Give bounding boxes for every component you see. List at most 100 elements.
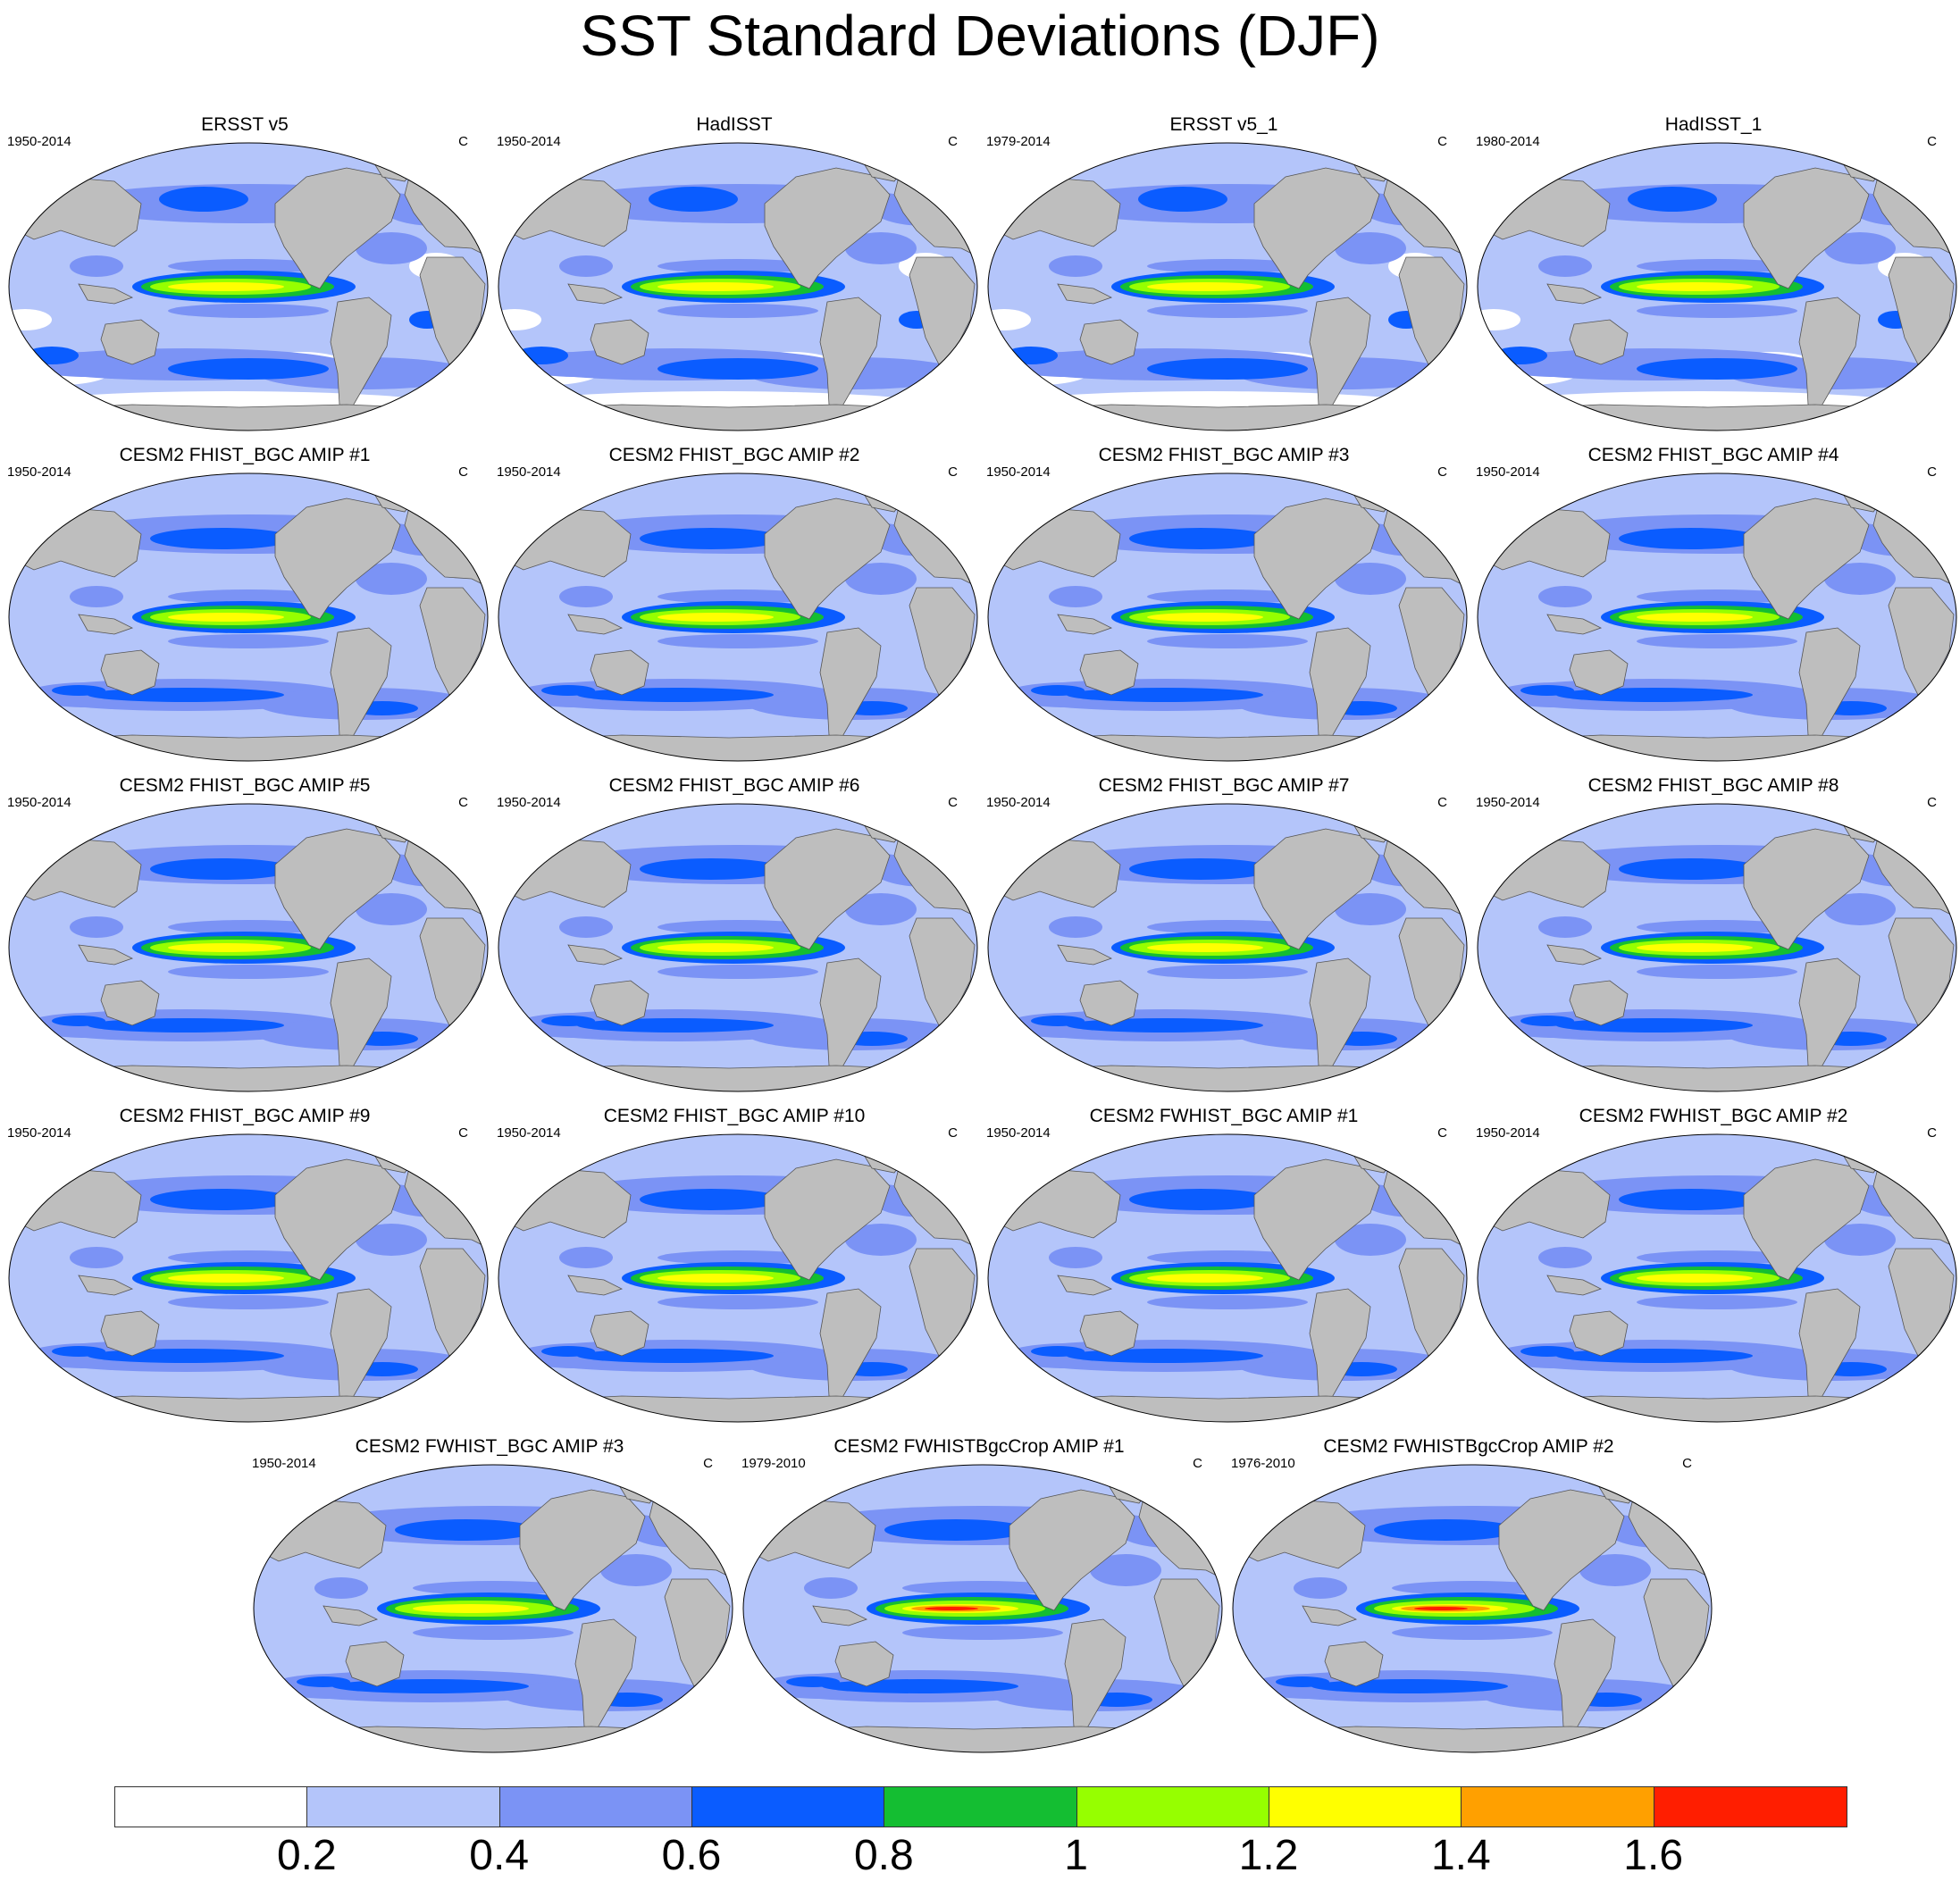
medium-variance-region xyxy=(70,586,123,607)
low-variance-region xyxy=(9,309,52,330)
land-northAmerica xyxy=(1253,167,1380,289)
medium-variance-region xyxy=(413,1626,574,1640)
panel-title: CESM2 FWHIST_BGC AMIP #2 xyxy=(1579,1106,1848,1126)
medium-variance-region xyxy=(845,232,917,264)
map-border xyxy=(8,142,489,431)
panel-unit: C xyxy=(1437,134,1447,149)
medium-variance-region xyxy=(168,965,329,979)
map-panel: CESM2 FHIST_BGC AMIP #10 1950-2014 C xyxy=(490,1106,979,1427)
land-australia xyxy=(1569,980,1629,1026)
land-antarctica xyxy=(531,404,944,431)
medium-variance-region xyxy=(559,255,613,277)
panel-period: 1950-2014 xyxy=(7,464,71,480)
panel-period: 1950-2014 xyxy=(497,795,561,810)
panel-title: CESM2 FHIST_BGC AMIP #1 xyxy=(119,445,371,465)
land-australia xyxy=(1079,649,1139,696)
land-indonesia xyxy=(812,1605,868,1626)
low-variance-region xyxy=(1478,309,1520,330)
land-southAmerica xyxy=(1798,957,1861,1071)
medium-variance-region xyxy=(1335,232,1406,264)
medium-variance-region xyxy=(1824,1224,1896,1256)
land-australia xyxy=(1569,319,1629,365)
high-variance-region xyxy=(884,1519,1027,1541)
world-map xyxy=(8,1133,489,1423)
map-border xyxy=(1477,142,1957,431)
map-panel: CESM2 FHIST_BGC AMIP #6 1950-2014 C xyxy=(490,775,979,1097)
panel-unit: C xyxy=(458,795,468,810)
land-antarctica xyxy=(1510,734,1923,761)
medium-variance-region xyxy=(1335,1224,1406,1256)
land-australia xyxy=(590,319,649,365)
medium-variance-region xyxy=(658,1250,818,1265)
map-panel: CESM2 FWHIST_BGC AMIP #2 1950-2014 C xyxy=(1469,1106,1958,1427)
medium-variance-region xyxy=(1049,916,1102,938)
colorbar-tick-label: 0.4 xyxy=(469,1832,530,1879)
high-variance-region xyxy=(88,688,284,702)
panel-title: CESM2 FHIST_BGC AMIP #4 xyxy=(1587,445,1839,465)
medium-variance-region xyxy=(1147,1250,1308,1265)
colorbar-tick-label: 0.2 xyxy=(276,1832,337,1879)
medium-variance-region xyxy=(658,304,818,318)
high-variance-region xyxy=(1619,858,1762,880)
land-indonesia xyxy=(567,944,624,966)
medium-variance-region xyxy=(168,1250,329,1265)
panel-unit: C xyxy=(1927,464,1937,480)
land-australia xyxy=(1569,649,1629,696)
medium-variance-region xyxy=(845,1224,917,1256)
land-indonesia xyxy=(1057,1275,1113,1296)
medium-variance-region xyxy=(658,589,818,604)
medium-variance-region xyxy=(1335,563,1406,595)
panel-unit: C xyxy=(1437,795,1447,810)
land-indonesia xyxy=(78,944,134,966)
high-variance-region xyxy=(1556,688,1753,702)
land-australia xyxy=(100,980,160,1026)
medium-variance-region xyxy=(1147,259,1308,273)
panel-period: 1950-2014 xyxy=(7,795,71,810)
enso-peak xyxy=(1637,943,1753,952)
land-antarctica xyxy=(41,404,455,431)
high-variance-region xyxy=(1374,1519,1517,1541)
land-antarctica xyxy=(1265,1726,1679,1752)
enso-peak xyxy=(1637,1274,1753,1283)
medium-variance-region xyxy=(356,1224,427,1256)
medium-variance-region xyxy=(70,255,123,277)
panel-unit: C xyxy=(1927,1125,1937,1141)
land-indonesia xyxy=(1546,944,1603,966)
map-border xyxy=(1477,1133,1957,1423)
high-variance-region xyxy=(1129,528,1272,549)
land-southAmerica xyxy=(330,627,392,740)
high-variance-region xyxy=(1276,1676,1329,1687)
panel-title: HadISST xyxy=(696,114,773,135)
enso-peak xyxy=(168,943,284,952)
high-variance-region xyxy=(541,1016,595,1026)
medium-variance-region xyxy=(1824,232,1896,264)
panel-period: 1950-2014 xyxy=(986,1125,1051,1141)
figure-title: SST Standard Deviations (DJF) xyxy=(580,4,1380,68)
high-variance-region xyxy=(1637,358,1797,380)
enso-peak xyxy=(168,1274,284,1283)
land-southAmerica xyxy=(819,1288,882,1401)
world-map xyxy=(253,1464,733,1753)
medium-variance-region xyxy=(658,634,818,648)
world-map xyxy=(498,803,978,1092)
high-variance-region xyxy=(640,1189,783,1210)
land-southAmerica xyxy=(819,957,882,1071)
medium-variance-region xyxy=(559,586,613,607)
map-panel: CESM2 FHIST_BGC AMIP #7 1950-2014 C xyxy=(979,775,1469,1097)
medium-variance-region xyxy=(1637,920,1797,934)
world-map xyxy=(8,472,489,762)
high-variance-region xyxy=(1520,685,1574,696)
high-variance-region xyxy=(297,1676,350,1687)
land-southAmerica xyxy=(1309,1288,1371,1401)
world-map xyxy=(1232,1464,1713,1753)
land-antarctica xyxy=(1020,404,1434,431)
medium-variance-region xyxy=(902,1581,1063,1595)
medium-variance-region xyxy=(1824,563,1896,595)
high-variance-region xyxy=(1520,1346,1574,1357)
land-northAmerica xyxy=(1743,1158,1870,1281)
colorbar-swatch xyxy=(1461,1786,1654,1827)
map-border xyxy=(987,1133,1468,1423)
medium-variance-region xyxy=(1147,589,1308,604)
panel-title: CESM2 FHIST_BGC AMIP #9 xyxy=(119,1106,371,1126)
map-border xyxy=(742,1464,1223,1753)
